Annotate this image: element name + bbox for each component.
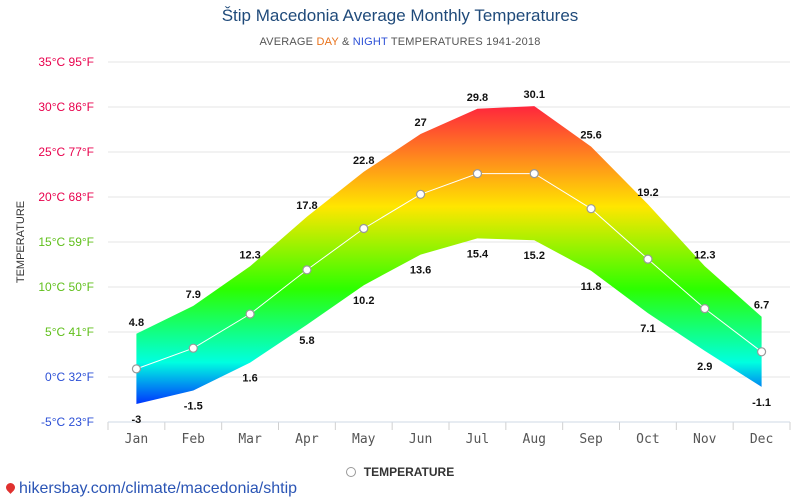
map-pin-icon (4, 481, 17, 494)
y-axis-label: TEMPERATURE (15, 201, 27, 283)
night-value-label: 7.1 (640, 323, 655, 335)
day-value-label: 29.8 (467, 92, 488, 104)
y-axis-ticks: 35°C 95°F 30°C 86°F 25°C 77°F 20°C 68°F 15°C… (38, 55, 94, 429)
average-point (472, 169, 483, 179)
data-labels: 4.8 7.9 12.3 17.8 22.8 27 29.8 30.1 25.6 19.2 12.3… (129, 89, 771, 426)
day-value-label: 7.9 (186, 289, 201, 301)
x-tick-label: May (352, 432, 376, 447)
night-value-label: 2.9 (697, 361, 712, 373)
average-point (643, 254, 653, 264)
night-value-label: 11.8 (581, 281, 602, 293)
x-tick-label: Oct (636, 432, 659, 447)
y-tick-label: 0°C 32°F (45, 370, 94, 384)
average-point (131, 364, 142, 374)
day-value-label: 17.8 (296, 200, 317, 212)
day-value-label: 22.8 (353, 155, 374, 167)
source-link-text: hikersbay.com/climate/macedonia/shtip (19, 480, 298, 497)
subtitle-prefix: AVERAGE (259, 36, 317, 48)
x-tick-label: Mar (238, 432, 262, 447)
x-tick-label: Dec (750, 432, 773, 447)
average-point (415, 189, 426, 199)
average-point (245, 309, 255, 319)
subtitle-day: DAY (316, 36, 339, 48)
day-value-label: 30.1 (524, 89, 545, 101)
y-tick-label: 15°C 59°F (38, 235, 94, 249)
y-tick-label: 35°C 95°F (38, 55, 94, 69)
night-value-label: 1.6 (242, 373, 257, 385)
x-tick-label: Nov (693, 432, 717, 447)
night-value-label: -3 (132, 414, 142, 426)
day-value-label: 25.6 (580, 130, 601, 142)
x-tick-label: Aug (523, 432, 546, 447)
x-tick-label: Sep (579, 432, 603, 447)
chart-title: Štip Macedonia Average Monthly Temperatu… (221, 6, 579, 25)
average-point (529, 169, 539, 179)
legend[interactable]: TEMPERATURE (0, 465, 800, 479)
day-value-label: 12.3 (694, 249, 715, 261)
y-tick-label: 10°C 50°F (38, 280, 94, 294)
subtitle-amp: & (338, 36, 353, 48)
night-value-label: 15.2 (524, 250, 545, 262)
chart-subtitle: AVERAGE DAY & NIGHT TEMPERATURES 1941-20… (0, 36, 800, 48)
x-axis-ticks: Jan Feb Mar Apr May Jun Jul Aug Sep Oct Nov Dec (125, 432, 774, 447)
subtitle-night: NIGHT (352, 36, 388, 48)
average-line-path (136, 173, 762, 370)
subtitle-suffix: TEMPERATURES 1941-2018 (387, 36, 541, 48)
average-point (756, 347, 767, 357)
y-tick-label: -5°C 23°F (41, 415, 94, 429)
x-tick-label: Jan (125, 432, 148, 447)
day-value-label: 27 (414, 117, 426, 129)
average-point (359, 223, 369, 234)
legend-marker-icon (345, 467, 356, 477)
night-value-label: 5.8 (299, 335, 314, 347)
average-line (131, 169, 767, 374)
night-value-label: 15.4 (467, 248, 489, 260)
x-tick-label: Jul (466, 432, 489, 447)
day-value-label: 19.2 (637, 187, 658, 199)
night-value-label: -1.1 (752, 397, 771, 409)
average-point (302, 265, 312, 275)
y-tick-label: 25°C 77°F (38, 145, 94, 159)
day-value-label: 12.3 (239, 249, 260, 261)
night-value-label: 10.2 (353, 295, 374, 307)
legend-label: TEMPERATURE (363, 465, 455, 479)
average-point (188, 343, 198, 353)
day-value-label: 4.8 (129, 317, 144, 329)
source-link[interactable]: hikersbay.com/climate/macedonia/shtip (4, 480, 298, 498)
day-night-area (136, 106, 762, 404)
x-tick-label: Apr (295, 432, 319, 447)
x-tick-label: Feb (182, 432, 206, 447)
average-point (586, 204, 596, 214)
temperature-band (136, 106, 762, 404)
y-tick-label: 30°C 86°F (38, 100, 94, 114)
night-value-label: -1.5 (184, 401, 203, 413)
day-value-label: 6.7 (754, 300, 769, 312)
average-point (700, 304, 710, 314)
x-tick-label: Jun (409, 432, 432, 447)
y-tick-label: 20°C 68°F (38, 190, 94, 204)
night-value-label: 13.6 (410, 265, 431, 277)
y-tick-label: 5°C 41°F (45, 325, 94, 339)
